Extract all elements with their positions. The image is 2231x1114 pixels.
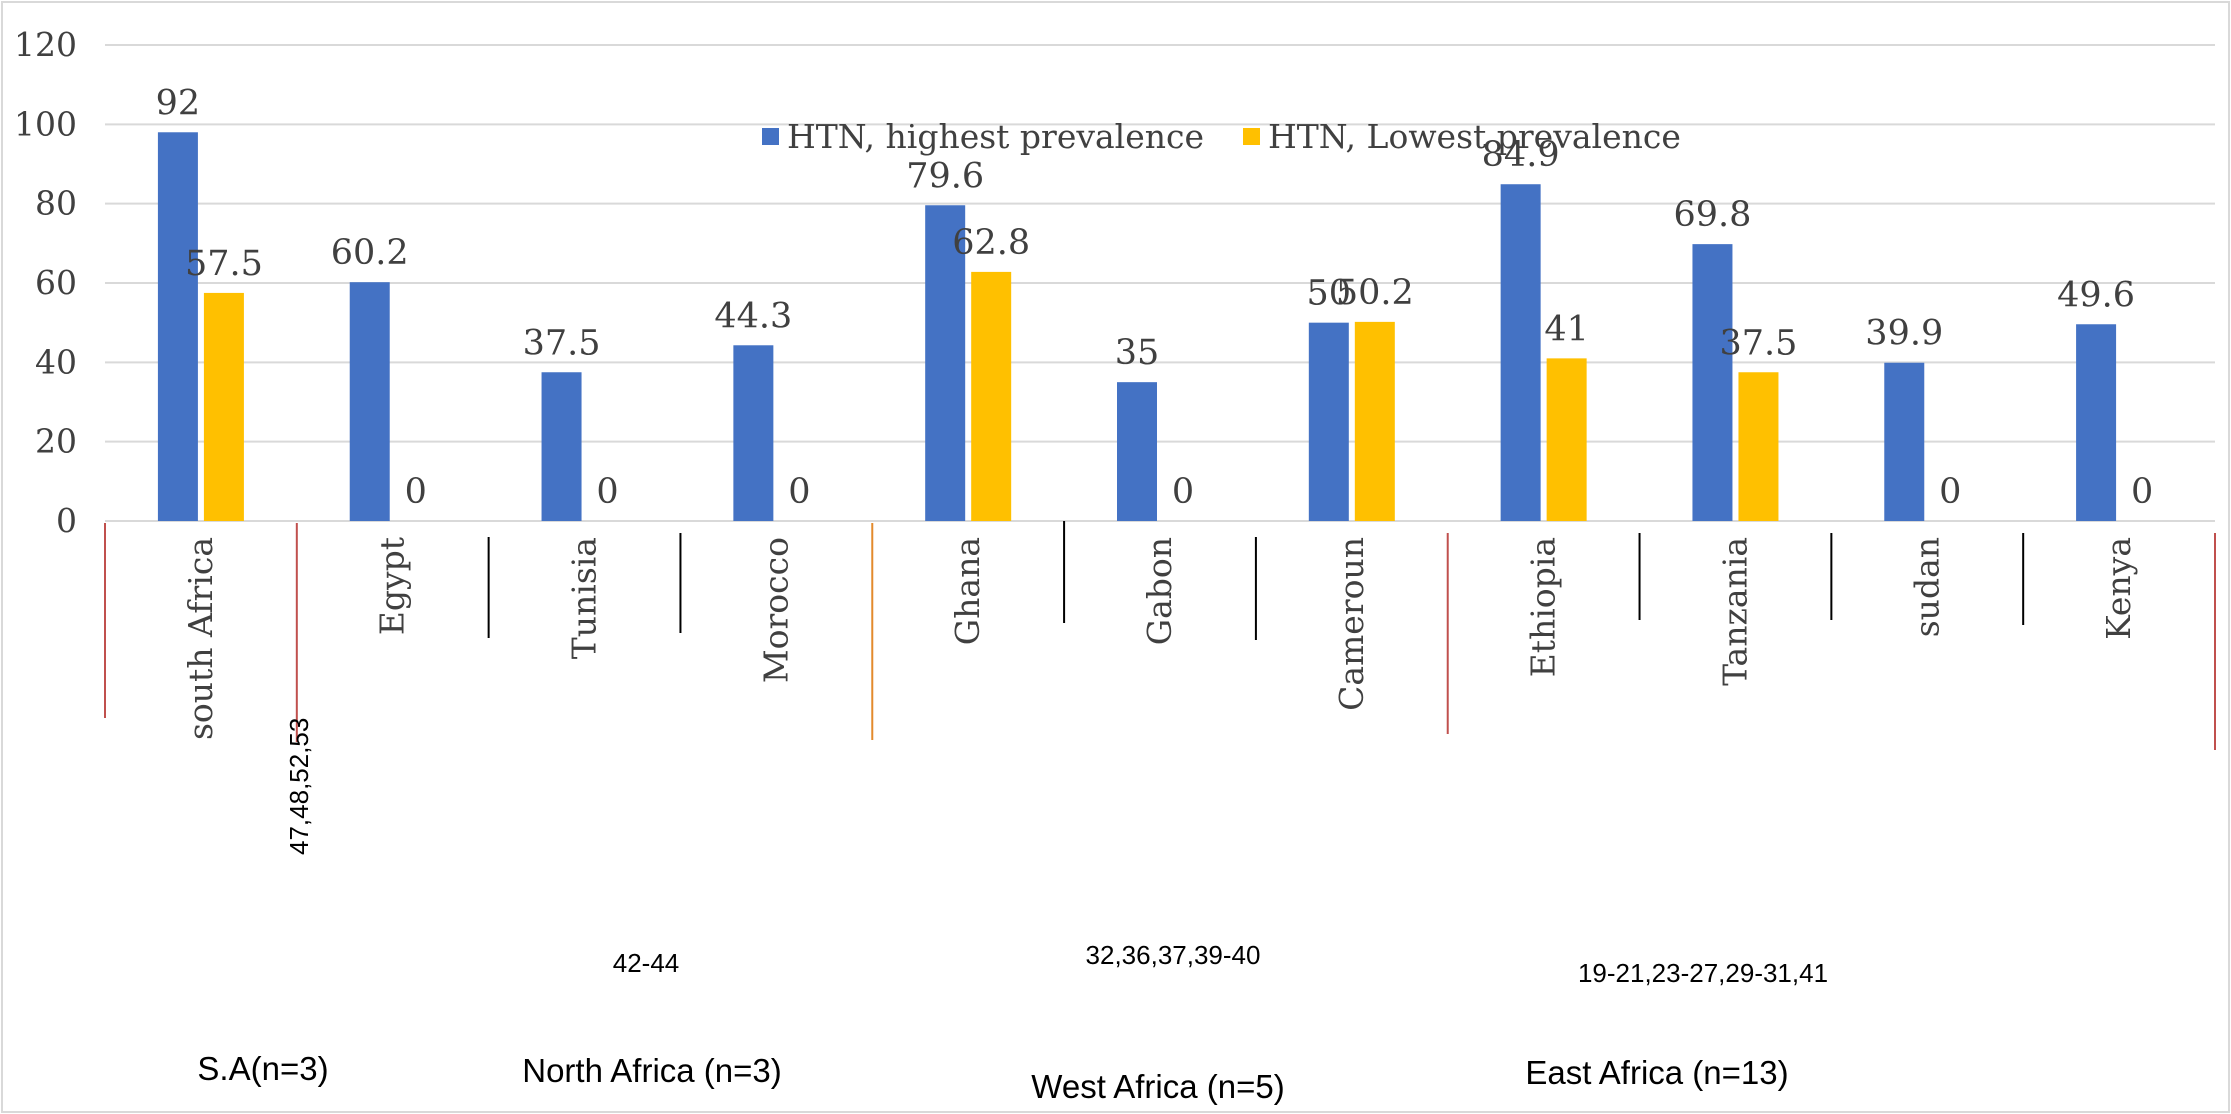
bar-highest	[349, 282, 390, 521]
y-tick-label: 120	[14, 25, 77, 64]
data-label-lowest: 0	[1172, 472, 1194, 512]
data-label-lowest: 50.2	[1336, 273, 1414, 313]
category-label: Gabon	[1140, 537, 1179, 645]
data-label-lowest: 0	[405, 472, 427, 512]
category-label: sudan	[1907, 537, 1946, 637]
y-tick-label: 0	[56, 501, 77, 540]
legend-label-highest: HTN, highest prevalence	[787, 117, 1204, 156]
data-label-highest: 79.6	[906, 156, 984, 196]
data-label-lowest: 57.5	[185, 244, 263, 284]
region-south-africa: S.A(n=3)	[197, 1050, 328, 1087]
data-label-highest: 69.8	[1673, 195, 1751, 235]
group-separators	[104, 521, 2216, 750]
data-label-highest: 37.5	[523, 323, 601, 363]
bar-lowest	[203, 292, 244, 521]
category-label: south Africa	[181, 537, 220, 740]
grid-lines	[105, 44, 2215, 522]
category-label: Cameroun	[1332, 537, 1371, 711]
bar-highest	[733, 345, 774, 521]
bar-highest	[157, 132, 198, 521]
bars	[157, 132, 2117, 522]
y-tick-label: 60	[35, 263, 77, 302]
data-label-lowest: 0	[2131, 472, 2153, 512]
data-label-lowest: 62.8	[952, 223, 1030, 263]
legend-swatch-highest	[762, 128, 779, 145]
bar-highest	[2076, 324, 2117, 521]
refs-south-africa: 47,48,52,53	[284, 718, 314, 855]
data-label-highest: 60.2	[331, 233, 409, 273]
refs-west-africa: 32,36,37,39-40	[1086, 940, 1261, 970]
y-tick-label: 80	[35, 184, 77, 223]
refs-north-africa: 42-44	[613, 948, 680, 978]
region-east-africa: East Africa (n=13)	[1525, 1054, 1788, 1091]
bar-highest	[1308, 322, 1349, 521]
data-label-lowest: 0	[1939, 472, 1961, 512]
region-west-africa: West Africa (n=5)	[1031, 1068, 1284, 1105]
bar-lowest	[1546, 358, 1587, 521]
bar-lowest	[971, 271, 1012, 521]
data-label-highest: 84.9	[1482, 135, 1560, 175]
reference-numbers: 47,48,52,53 42-44 32,36,37,39-40 19-21,2…	[284, 718, 1828, 988]
bar-highest	[1500, 184, 1541, 522]
bar-lowest	[1738, 372, 1779, 521]
bar-highest	[925, 205, 966, 521]
bar-highest	[1884, 362, 1925, 521]
data-label-lowest: 0	[788, 472, 810, 512]
bar-highest	[1117, 382, 1157, 521]
legend: HTN, highest prevalence HTN, Lowest prev…	[762, 117, 1681, 156]
legend-label-lowest: HTN, Lowest prevalence	[1268, 117, 1681, 156]
category-label: Ghana	[948, 537, 987, 645]
category-label: Morocco	[756, 537, 795, 683]
bar-highest	[541, 372, 582, 521]
y-tick-label: 20	[35, 422, 77, 461]
y-tick-label: 100	[14, 104, 77, 143]
region-labels: S.A(n=3) North Africa (n=3) West Africa …	[197, 1050, 1788, 1105]
category-label: Egypt	[373, 537, 412, 635]
bar-lowest	[1354, 321, 1395, 521]
category-labels: south Africa Egypt Tunisia Morocco Ghana Gabo…	[181, 537, 2138, 740]
refs-east-africa: 19-21,23-27,29-31,41	[1578, 958, 1828, 988]
bar-highest	[1692, 244, 1733, 522]
region-north-africa: North Africa (n=3)	[522, 1052, 782, 1089]
data-label-lowest: 37.5	[1719, 323, 1797, 363]
data-label-highest: 50	[1307, 274, 1352, 314]
data-label-lowest: 0	[596, 472, 618, 512]
category-label: Tunisia	[565, 537, 604, 659]
data-label-highest: 39.9	[1865, 314, 1943, 354]
data-label-highest: 35	[1115, 333, 1160, 373]
y-tick-label: 40	[35, 342, 77, 381]
legend-swatch-lowest	[1243, 128, 1260, 145]
category-label: Kenya	[2099, 537, 2138, 640]
category-label: Ethiopia	[1524, 537, 1563, 677]
category-label: Tanzania	[1715, 537, 1754, 686]
y-axis-ticks: 0 20 40 60 80 100 120	[14, 25, 77, 540]
data-label-highest: 92	[156, 83, 201, 123]
data-label-highest: 49.6	[2057, 275, 2135, 315]
data-label-lowest: 41	[1544, 309, 1589, 349]
data-label-highest: 44.3	[714, 296, 792, 336]
